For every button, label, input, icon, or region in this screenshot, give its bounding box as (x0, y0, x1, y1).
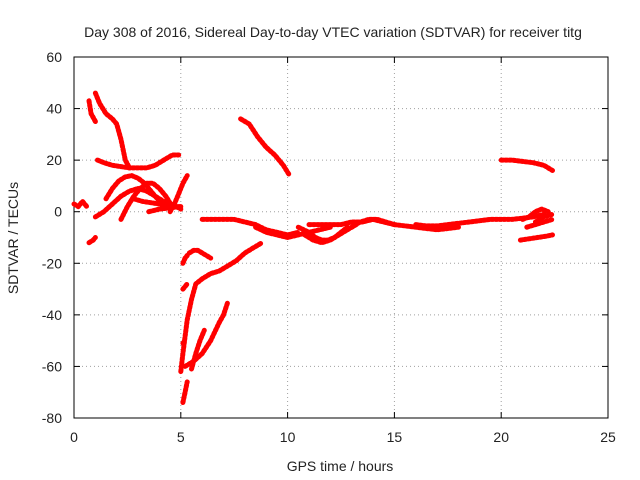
data-series-26 (349, 216, 397, 230)
x-tick-label: 5 (177, 429, 185, 445)
y-tick-label: 60 (46, 49, 62, 65)
y-tick-label: 0 (54, 204, 62, 220)
data-series-3 (86, 98, 98, 124)
data-series-30 (498, 157, 555, 173)
data-series-17 (182, 299, 231, 369)
x-tick-label: 10 (280, 429, 296, 445)
y-tick-labels: -80 -60 -40 -20 0 20 40 60 (42, 49, 62, 426)
x-tick-label: 0 (70, 429, 78, 445)
axis-ticks (73, 56, 609, 419)
x-tick-labels: 0 5 10 15 20 25 (70, 429, 616, 445)
x-axis-label: GPS time / hours (287, 458, 394, 474)
x-tick-label: 15 (387, 429, 403, 445)
chart-title: Day 308 of 2016, Sidereal Day-to-day VTE… (84, 24, 582, 40)
data-series-11 (167, 173, 190, 215)
data-series-1 (71, 198, 90, 210)
y-tick-label: -20 (42, 255, 62, 271)
y-axis-label: SDTVAR / TECUs (5, 182, 21, 294)
data-series-29 (520, 206, 551, 222)
gridlines (74, 57, 608, 418)
data-series-24 (302, 222, 359, 246)
data-series-32 (524, 216, 555, 230)
data-series-18 (189, 327, 207, 372)
data-series-7 (103, 173, 173, 212)
x-tick-label: 20 (493, 429, 509, 445)
data-series-27 (391, 222, 461, 233)
data-series-19 (186, 247, 214, 261)
plot-frame (73, 56, 609, 419)
y-tick-label: -40 (42, 307, 62, 323)
data-series-5 (95, 152, 182, 171)
data-series (71, 90, 555, 405)
y-tick-label: 40 (46, 101, 62, 117)
data-series-22 (253, 224, 333, 240)
y-tick-label: -80 (42, 410, 62, 426)
y-tick-label: 20 (46, 152, 62, 168)
data-series-33 (532, 211, 555, 225)
data-series-12 (180, 253, 190, 266)
y-tick-label: -60 (42, 358, 62, 374)
data-series-4 (92, 90, 132, 171)
data-series-2 (86, 235, 98, 246)
data-series-31 (517, 232, 555, 243)
data-series-15 (180, 379, 190, 405)
data-series-13 (180, 281, 190, 292)
data-series-16 (178, 240, 265, 375)
data-series-20 (199, 216, 301, 238)
data-series-10 (146, 204, 184, 215)
data-series-8 (118, 180, 175, 222)
data-series-21 (238, 116, 293, 179)
x-tick-label: 25 (600, 429, 616, 445)
